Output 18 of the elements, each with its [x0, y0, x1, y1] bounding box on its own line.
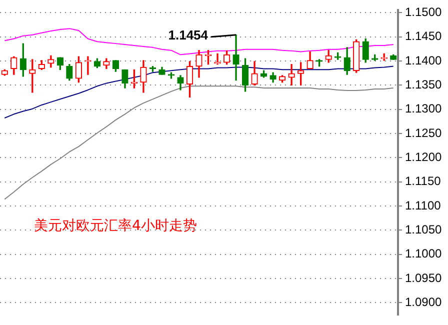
y-tick-label: 1.0900 — [405, 295, 442, 310]
y-tick-label: 1.0950 — [405, 270, 442, 285]
y-tick-label: 1.1150 — [405, 174, 442, 188]
candlestick — [288, 64, 295, 86]
candlestick — [232, 34, 240, 81]
annotation: 1.1454 — [168, 27, 209, 42]
y-tick-label: 1.1250 — [405, 126, 442, 140]
y-tick-label: 1.1100 — [405, 198, 442, 212]
y-tick-label: 1.1300 — [405, 102, 442, 116]
y-tick-label: 1.1200 — [405, 150, 442, 164]
text: 美元对欧元汇率4小时走势 — [34, 218, 197, 234]
y-tick-label: 1.1450 — [405, 29, 442, 44]
y-tick-label: 1.1350 — [405, 77, 442, 92]
y-tick-label: 1.1050 — [405, 222, 442, 236]
y-tick-label: 1.1400 — [405, 53, 442, 68]
y-tick-label: 1.1000 — [405, 246, 442, 261]
candlestick — [84, 56, 92, 75]
y-tick-label: 1.1500 — [405, 4, 442, 19]
